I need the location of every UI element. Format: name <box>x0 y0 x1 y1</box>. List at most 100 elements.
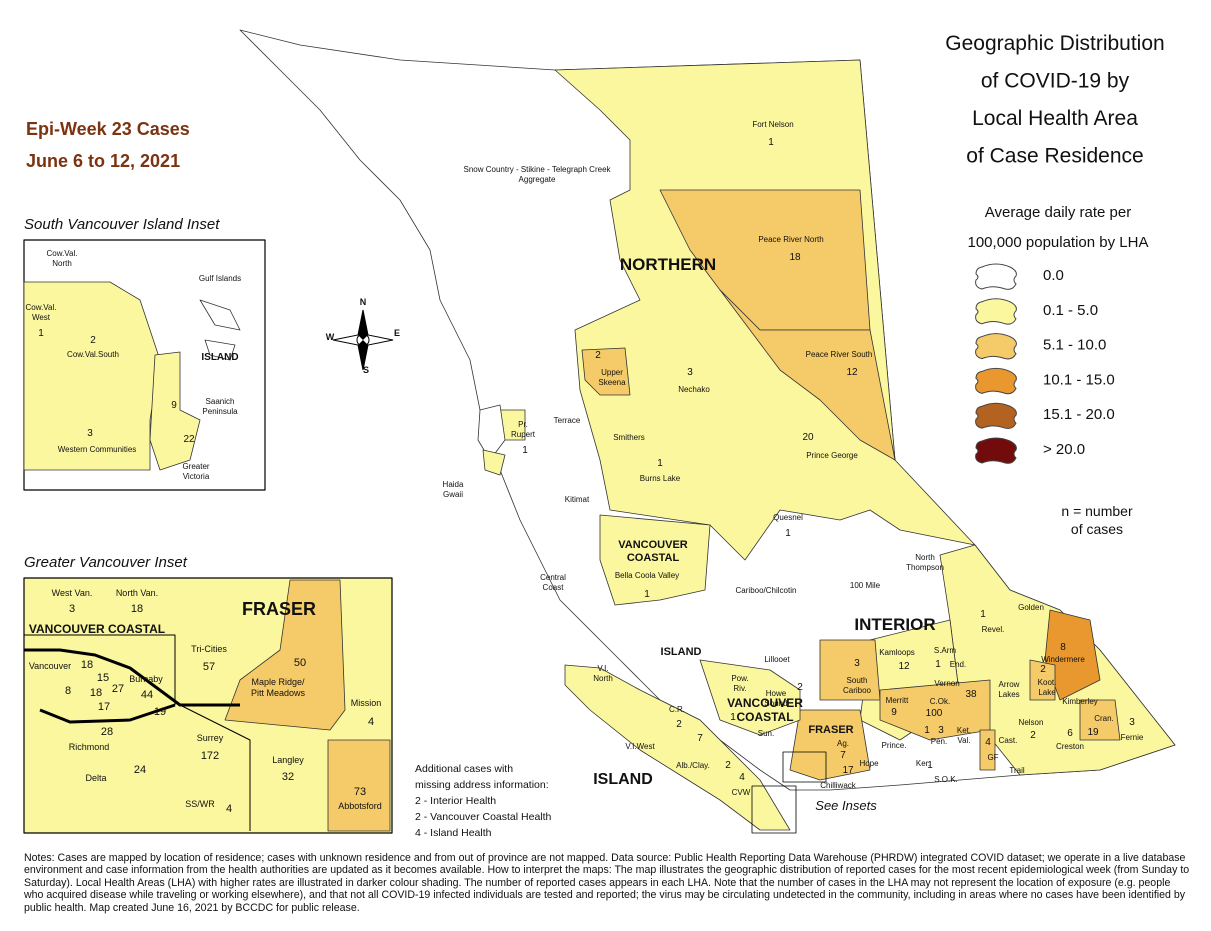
area-name: Cow.Val.South <box>67 350 119 359</box>
area-name: Vancouver <box>29 661 71 671</box>
case-count: 1 <box>785 528 791 539</box>
legend-swatch <box>975 367 1017 395</box>
region-label: FRASER <box>242 599 316 619</box>
legend-swatch <box>975 333 1017 360</box>
area-name: Tri-Cities <box>191 644 227 654</box>
area-name: CVW <box>732 788 751 797</box>
area-name: End. <box>950 660 966 669</box>
case-count: 1 <box>980 609 986 620</box>
area-name: Nechako <box>678 385 710 394</box>
case-count: 4 <box>226 803 232 815</box>
case-count: 8 <box>1060 642 1066 653</box>
area-name: V.I. <box>597 664 608 673</box>
abbotsford <box>327 739 391 832</box>
title: of Case Residence <box>966 145 1143 168</box>
notes: Notes: Cases are mapped by location of r… <box>24 852 1190 914</box>
compass-label: W <box>326 332 335 342</box>
area-name: Smithers <box>613 433 645 442</box>
case-count: 4 <box>368 716 374 728</box>
area-name: Langley <box>272 755 304 765</box>
case-count: 1 <box>522 445 528 456</box>
case-count: 3 <box>687 367 693 378</box>
case-count: 4 <box>985 737 991 748</box>
haida-gwaii <box>477 404 506 461</box>
area-name: Pitt Meadows <box>251 688 306 698</box>
area-name: Howe <box>766 689 787 698</box>
area-name: Lakes <box>998 690 1019 699</box>
case-count: 1 <box>730 712 736 723</box>
area-name: Snow Country - Stikine - Telegraph Creek <box>463 165 611 174</box>
shoreline <box>24 648 240 707</box>
case-count: 2 <box>797 682 803 693</box>
case-count: 3 <box>938 725 944 736</box>
area-name: Western Communities <box>58 445 137 454</box>
area-name: Bella Coola Valley <box>615 571 679 580</box>
case-count: 7 <box>840 750 846 761</box>
area-name: 100 Mile <box>850 581 881 590</box>
windermere <box>1044 609 1101 701</box>
area-name: Merritt <box>886 696 909 705</box>
fraser <box>789 709 871 781</box>
area-name: Surrey <box>197 733 224 743</box>
area-name: Kamloops <box>879 648 915 657</box>
okanagan <box>879 679 991 741</box>
case-count: 9 <box>171 400 177 411</box>
legend-swatch <box>975 437 1017 464</box>
case-count: 2 <box>595 350 601 361</box>
area-name: West Van. <box>52 588 93 598</box>
region-label: VANCOUVER <box>727 696 803 710</box>
case-count: 3 <box>854 658 860 669</box>
case-count: 1 <box>644 589 650 600</box>
missing-item: 2 - Interior Health <box>415 795 496 807</box>
area-name: Richmond <box>69 742 110 752</box>
case-count: 1 <box>927 760 933 771</box>
case-count: 1 <box>924 725 930 736</box>
area-name: Delta <box>85 773 106 783</box>
case-count: 7 <box>697 733 703 744</box>
case-count: 57 <box>203 661 215 673</box>
case-count: 8 <box>65 685 71 697</box>
area-name: S.O.K. <box>934 775 958 784</box>
area-name: Ker. <box>916 759 930 768</box>
title: Geographic Distribution <box>945 32 1164 55</box>
area-name: Central <box>540 573 566 582</box>
area-name: Fernie <box>1121 733 1144 742</box>
area-name: North Van. <box>116 588 158 598</box>
case-count: 2 <box>1040 664 1046 675</box>
case-count: 6 <box>1067 728 1073 739</box>
upper-skeena <box>581 347 631 396</box>
area-name: Gulf Islands <box>199 274 241 283</box>
area-name: Koot. <box>1038 678 1057 687</box>
case-count: 12 <box>898 661 910 672</box>
area-name: Mission <box>351 698 382 708</box>
area-name: Upper <box>601 368 623 377</box>
area-name: Alb./Clay. <box>676 761 710 770</box>
area-name: North <box>52 259 72 268</box>
case-count: 100 <box>926 708 943 719</box>
map: Geographic Distribution of COVID-19 by Loc… <box>23 29 1176 839</box>
region-label: INTERIOR <box>854 615 935 634</box>
area-name: Cariboo/Chilcotin <box>736 586 797 595</box>
region-label: ISLAND <box>661 646 702 658</box>
area-name: Cow.Val. <box>26 303 57 312</box>
case-count: 17 <box>98 701 110 713</box>
legend-swatch <box>975 263 1017 290</box>
area-name: SS/WR <box>185 799 215 809</box>
legend-swatch <box>975 298 1017 325</box>
area-name: Creston <box>1056 742 1084 751</box>
title: Local Health Area <box>972 107 1138 130</box>
area-name: Peace River South <box>806 350 873 359</box>
area-name: GF <box>987 753 998 762</box>
area-name: V.I.West <box>625 742 655 751</box>
missing-item: 2 - Vancouver Coastal Health <box>415 811 552 823</box>
case-count: 1 <box>38 328 44 339</box>
sunshine-coast <box>699 659 801 736</box>
boundary <box>179 704 251 831</box>
compass-label: S <box>363 365 369 375</box>
case-count: 50 <box>294 657 306 669</box>
area-name: Pen. <box>931 737 947 746</box>
legend-note: of cases <box>1071 521 1123 537</box>
area-name: Gwaii <box>443 490 463 499</box>
area-name: C.Ok. <box>930 697 950 706</box>
area-name: Sun. <box>758 729 774 738</box>
